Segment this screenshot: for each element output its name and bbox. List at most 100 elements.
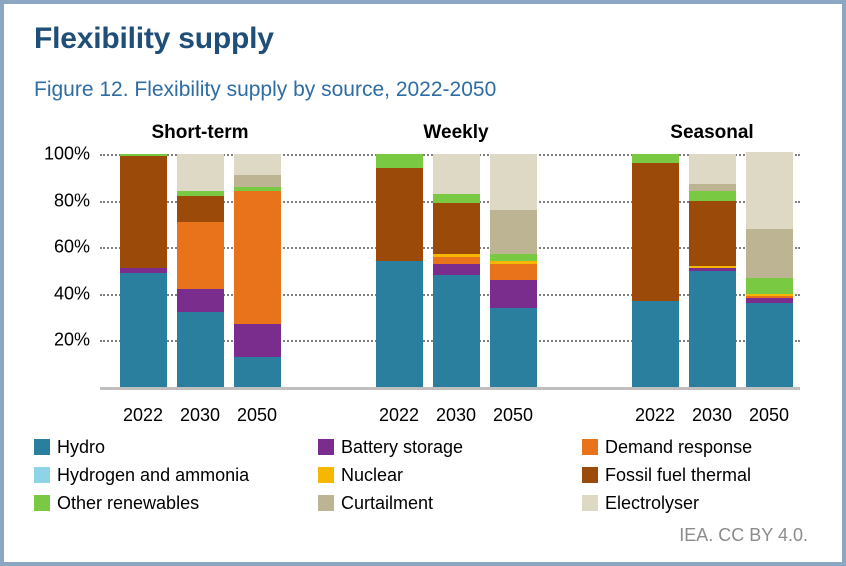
bar-seasonal-2050[interactable]	[745, 151, 793, 387]
chart-plot-area: 20% 40% 60% 80% 100% Short-term Weekly Seasonal…	[4, 4, 842, 434]
legend-item-curtailment[interactable]: Curtailment	[318, 494, 433, 512]
x-axis-tick-label: 2050	[492, 405, 534, 425]
bar-segment-curtailment[interactable]	[489, 209, 537, 255]
figure-subtitle: Figure 12. Flexibility supply by source,…	[34, 78, 497, 101]
bar-segment-nuclear[interactable]	[745, 293, 793, 297]
bar-segment-demand-response[interactable]	[176, 221, 224, 290]
bar-seasonal-2030[interactable]	[688, 154, 736, 387]
legend-item-label: Battery storage	[341, 437, 464, 457]
legend-item-nuclear[interactable]: Nuclear	[318, 466, 403, 484]
bar-segment-hydro[interactable]	[375, 261, 423, 387]
bar-segment-battery-storage[interactable]	[176, 289, 224, 313]
bar-segment-battery-storage[interactable]	[489, 279, 537, 308]
x-axis-tick-label: 2050	[236, 405, 278, 425]
attribution-text: IEA. CC BY 4.0.	[679, 525, 808, 545]
bar-weekly-2030[interactable]	[432, 154, 480, 387]
x-axis-tick-label: 2022	[634, 405, 676, 425]
bar-segment-hydro[interactable]	[432, 275, 480, 387]
bar-segment-curtailment[interactable]	[688, 184, 736, 192]
bar-segment-fossil-fuel-thermal[interactable]	[375, 168, 423, 262]
bar-segment-curtailment[interactable]	[233, 174, 281, 187]
bar-segment-other-renewables[interactable]	[432, 193, 480, 203]
bar-short-term-2030[interactable]	[176, 154, 224, 387]
legend-item-label: Fossil fuel thermal	[605, 465, 752, 485]
bar-segment-battery-storage[interactable]	[233, 324, 281, 357]
bar-seasonal-2022[interactable]	[631, 154, 679, 387]
bar-segment-electrolyser[interactable]	[432, 154, 480, 194]
bar-segment-other-renewables[interactable]	[375, 154, 423, 168]
page-title: Flexibility supply	[34, 22, 274, 55]
bar-short-term-2050[interactable]	[233, 154, 281, 387]
x-axis-line	[100, 387, 800, 390]
legend-swatch-icon	[34, 439, 50, 455]
bar-segment-battery-storage[interactable]	[688, 268, 736, 271]
legend-item-fossil-fuel-thermal[interactable]: Fossil fuel thermal	[582, 466, 751, 484]
bar-weekly-2022[interactable]	[375, 154, 423, 387]
bar-segment-other-renewables[interactable]	[233, 186, 281, 192]
bar-segment-hydro[interactable]	[631, 300, 679, 387]
x-axis-tick-label: 2050	[748, 405, 790, 425]
bar-segment-hydro[interactable]	[489, 307, 537, 387]
bar-segment-curtailment[interactable]	[745, 228, 793, 278]
legend-item-label: Curtailment	[341, 493, 434, 513]
legend-item-label: Hydrogen and ammonia	[57, 465, 250, 485]
legend-item-demand-response[interactable]: Demand response	[582, 438, 752, 456]
legend-item-label: Hydro	[57, 437, 106, 457]
bar-segment-hydro[interactable]	[176, 312, 224, 387]
bar-segment-fossil-fuel-thermal[interactable]	[631, 163, 679, 301]
legend-item-hydrogen-and-ammonia[interactable]: Hydrogen and ammonia	[34, 466, 249, 484]
y-axis-tick-label: 60%	[53, 236, 90, 257]
legend-item-hydro[interactable]: Hydro	[34, 438, 105, 456]
legend-swatch-icon	[34, 495, 50, 511]
x-axis-tick-label: 2022	[378, 405, 420, 425]
bar-segment-demand-response[interactable]	[745, 296, 793, 299]
bar-segment-nuclear[interactable]	[489, 261, 537, 264]
bar-segment-electrolyser[interactable]	[688, 154, 736, 185]
bar-segment-demand-response[interactable]	[233, 191, 281, 325]
legend-item-other-renewables[interactable]: Other renewables	[34, 494, 199, 512]
x-axis-tick-label: 2022	[122, 405, 164, 425]
x-axis-tick-label: 2030	[435, 405, 477, 425]
legend-item-label: Nuclear	[341, 465, 404, 485]
bar-segment-electrolyser[interactable]	[233, 154, 281, 175]
legend-swatch-icon	[318, 467, 334, 483]
legend-swatch-icon	[582, 467, 598, 483]
bar-segment-hydro[interactable]	[233, 356, 281, 387]
bar-segment-demand-response[interactable]	[489, 263, 537, 280]
bar-weekly-2050[interactable]	[489, 154, 537, 387]
bar-segment-battery-storage[interactable]	[432, 263, 480, 276]
bar-segment-hydro[interactable]	[745, 303, 793, 387]
bar-segment-hydro[interactable]	[688, 270, 736, 387]
group-label-weekly: Weekly	[423, 122, 489, 143]
bar-segment-electrolyser[interactable]	[745, 151, 793, 229]
bar-segment-fossil-fuel-thermal[interactable]	[432, 202, 480, 255]
bar-segment-electrolyser[interactable]	[176, 154, 224, 192]
bar-segment-electrolyser[interactable]	[489, 154, 537, 210]
bar-segment-fossil-fuel-thermal[interactable]	[119, 156, 167, 269]
legend-item-label: Electrolyser	[605, 493, 700, 513]
bar-segment-fossil-fuel-thermal[interactable]	[176, 195, 224, 222]
bar-segment-battery-storage[interactable]	[745, 298, 793, 304]
bar-segment-fossil-fuel-thermal[interactable]	[688, 200, 736, 266]
legend-swatch-icon	[318, 495, 334, 511]
bar-short-term-2022[interactable]	[119, 154, 167, 387]
bar-segment-other-renewables[interactable]	[631, 154, 679, 164]
legend-swatch-icon	[34, 467, 50, 483]
bar-segment-other-renewables[interactable]	[688, 191, 736, 201]
x-axis-tick-label: 2030	[691, 405, 733, 425]
bar-segment-nuclear[interactable]	[688, 265, 736, 269]
legend-item-battery-storage[interactable]: Battery storage	[318, 438, 463, 456]
bar-segment-nuclear[interactable]	[432, 254, 480, 257]
bar-segment-other-renewables[interactable]	[745, 277, 793, 294]
bar-segment-demand-response[interactable]	[432, 256, 480, 264]
bar-segment-hydro[interactable]	[119, 272, 167, 387]
legend-swatch-icon	[318, 439, 334, 455]
y-axis-tick-label: 100%	[43, 143, 90, 164]
bar-segment-other-renewables[interactable]	[489, 254, 537, 262]
legend-item-electrolyser[interactable]: Electrolyser	[582, 494, 699, 512]
bar-segment-battery-storage[interactable]	[119, 268, 167, 273]
x-axis-tick-label: 2030	[179, 405, 221, 425]
bar-segment-other-renewables[interactable]	[119, 154, 167, 157]
bar-segment-other-renewables[interactable]	[176, 191, 224, 196]
